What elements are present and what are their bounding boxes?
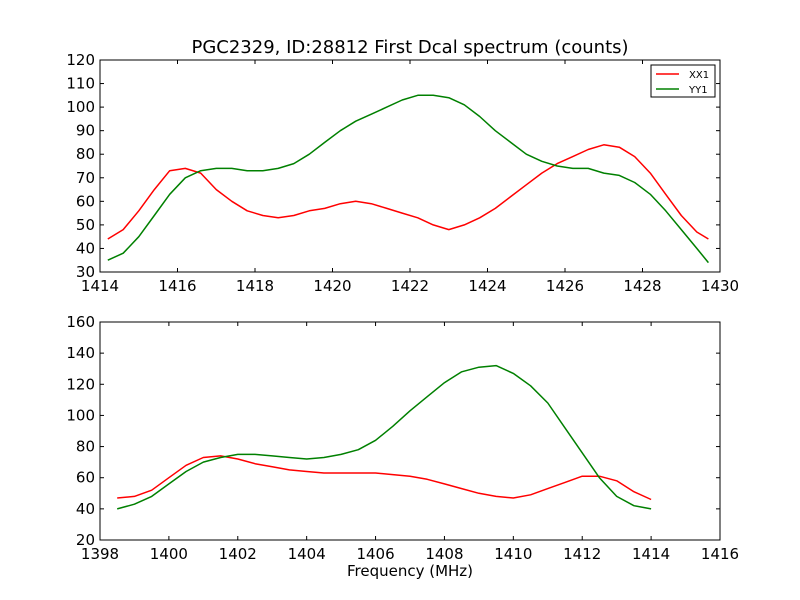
legend: XX1 YY1 (650, 64, 716, 98)
top-y-tick-label: 100 (66, 98, 95, 116)
bottom-x-tick-label: 1410 (494, 545, 532, 563)
bottom-series-line-yy1 (117, 364, 652, 510)
top-series-line-xx1 (107, 144, 709, 240)
top-y-tick-label: 50 (76, 216, 95, 234)
bottom-x-tick-label: 1414 (632, 545, 670, 563)
top-y-tick-label: 70 (76, 169, 95, 187)
top-x-tick-label: 1422 (391, 277, 429, 295)
bottom-y-tick-label: 160 (66, 313, 95, 331)
bottom-y-tick-label: 60 (76, 469, 95, 487)
top-y-tick-label: 60 (76, 192, 95, 210)
top-y-tick-label: 30 (76, 263, 95, 281)
top-x-tick-label: 1416 (158, 277, 196, 295)
bottom-y-tick-label: 40 (76, 500, 95, 518)
top-x-tick-label: 1420 (313, 277, 351, 295)
bottom-x-tick-label: 1402 (219, 545, 257, 563)
bottom-y-tick-label: 120 (66, 375, 95, 393)
bottom-x-tick-label: 1404 (288, 545, 326, 563)
top-y-tick-label: 120 (66, 51, 95, 69)
top-x-tick-label: 1426 (546, 277, 584, 295)
top-x-tick-label: 1424 (468, 277, 506, 295)
bottom-y-tick-label: 100 (66, 406, 95, 424)
bottom-y-tick-label: 140 (66, 344, 95, 362)
top-x-tick-label: 1418 (236, 277, 274, 295)
top-series-line-yy1 (107, 94, 709, 264)
top-x-tick-label: 1430 (701, 277, 739, 295)
top-panel-plot-area (100, 60, 720, 272)
bottom-panel-plot-area (100, 322, 720, 540)
top-y-tick-label: 90 (76, 122, 95, 140)
legend-box (650, 64, 716, 98)
bottom-series-line-xx1 (117, 455, 652, 501)
bottom-y-tick-label: 80 (76, 438, 95, 456)
bottom-panel: 1398 1400 1402 1404 1406 1408 1410 1412 1414 1416… (66, 313, 739, 580)
top-y-tick-label: 110 (66, 75, 95, 93)
bottom-x-tick-label: 1398 (81, 545, 119, 563)
chart-title: PGC2329, ID:28812 First Dcal spectrum (c… (191, 37, 628, 58)
bottom-x-tick-label: 1408 (425, 545, 463, 563)
bottom-panel-frame (99, 321, 721, 541)
legend-label-xx1: XX1 (689, 70, 709, 81)
top-y-tick-label: 80 (76, 145, 95, 163)
x-axis-label: Frequency (MHz) (347, 562, 473, 580)
bottom-x-tick-label: 1416 (701, 545, 739, 563)
bottom-x-tick-label: 1406 (356, 545, 394, 563)
bottom-panel-series-group (117, 364, 652, 510)
bottom-x-tick-label: 1412 (563, 545, 601, 563)
bottom-x-tick-label: 1400 (150, 545, 188, 563)
bottom-y-tick-label: 20 (76, 531, 95, 549)
top-x-tick-label: 1428 (623, 277, 661, 295)
bottom-panel-ticks: 1398 1400 1402 1404 1406 1408 1410 1412 1414 1416… (66, 313, 739, 563)
top-y-tick-label: 40 (76, 239, 95, 257)
top-panel-ticks: 1414 1416 1418 1420 1422 1424 1426 1428 1430 30 40… (66, 51, 739, 295)
top-panel-series-group (107, 94, 709, 264)
top-x-tick-label: 1414 (81, 277, 119, 295)
legend-label-yy1: YY1 (688, 85, 708, 96)
top-panel: 1414 1416 1418 1420 1422 1424 1426 1428 1430 30 40… (66, 51, 739, 295)
